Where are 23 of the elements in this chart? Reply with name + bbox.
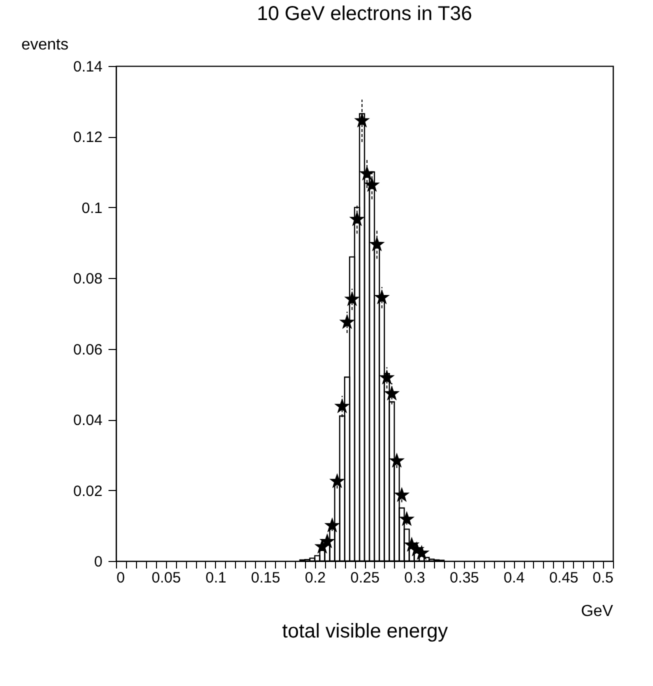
x-tick-label: 0.05 xyxy=(152,570,181,586)
y-tick-label: 0.06 xyxy=(73,341,102,358)
text: GeV xyxy=(580,603,614,620)
x-tick-label: 0.5 xyxy=(592,570,614,586)
x-axis-title: total visible energy xyxy=(282,620,448,642)
chart-title: 10 GeV electrons in T36 xyxy=(256,3,472,25)
x-tick-label: 0.3 xyxy=(404,570,426,586)
x-tick-label: 0.2 xyxy=(304,570,326,586)
y-tick-label: 0.12 xyxy=(73,129,102,146)
x-tick-label: 0.35 xyxy=(450,570,479,586)
x-tick-label: 0.4 xyxy=(504,570,525,586)
x-tick-label: 0 xyxy=(116,570,125,586)
x-tick-label: 0.45 xyxy=(549,570,578,586)
y-axis-title: events xyxy=(21,36,68,54)
y-tick-label: 0.14 xyxy=(73,58,102,76)
y-tick-label: 0.1 xyxy=(82,200,102,217)
x-tick-label: 0.15 xyxy=(251,570,280,586)
y-tick-label: 0.04 xyxy=(73,412,102,430)
y-tick-label: 0 xyxy=(94,554,102,570)
y-tick-label: 0.02 xyxy=(73,482,102,500)
x-tick-label: 0.1 xyxy=(205,570,226,586)
y-tick-label: 0.08 xyxy=(73,270,102,288)
x-tick-label: 0.25 xyxy=(350,570,380,586)
